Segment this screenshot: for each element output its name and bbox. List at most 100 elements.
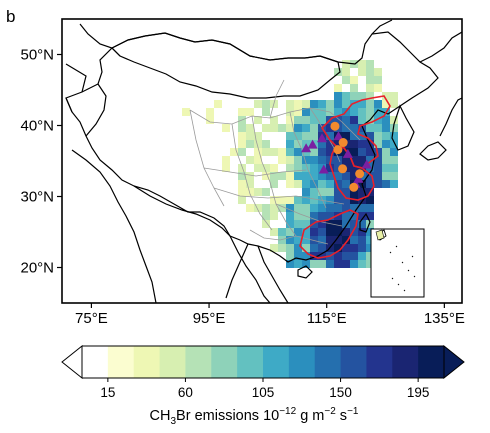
emission-cell <box>246 172 254 180</box>
colorbar-segment <box>107 346 135 378</box>
lat-tick-label: 30°N <box>20 189 54 206</box>
emission-cell <box>294 180 302 188</box>
lon-tick-label: 95°E <box>193 310 226 327</box>
emission-cell <box>246 132 254 140</box>
emission-cell <box>318 140 326 148</box>
site-marker-triangle <box>301 143 312 153</box>
colorbar-segment <box>211 346 238 378</box>
emission-cell <box>326 164 334 172</box>
emission-cell <box>318 260 326 268</box>
emission-cell <box>334 116 342 124</box>
emission-cell <box>286 228 294 236</box>
colorbar-extend-low <box>61 344 83 380</box>
emission-cell <box>302 172 310 180</box>
emission-cell <box>382 148 390 156</box>
emission-cell <box>310 164 318 172</box>
emission-cell <box>334 180 342 188</box>
emission-cell <box>294 148 302 156</box>
emission-cell <box>358 220 366 228</box>
emission-cell <box>230 148 238 156</box>
emission-cell <box>374 180 382 188</box>
emission-cell <box>310 228 318 236</box>
emission-cell <box>342 172 350 180</box>
emission-cell <box>326 228 334 236</box>
emission-cell <box>358 260 366 268</box>
emission-cell <box>294 204 302 212</box>
colorbar-tick-label: 195 <box>407 385 430 400</box>
emission-cell <box>390 148 398 156</box>
emission-cell <box>390 116 398 124</box>
emission-cell <box>294 124 302 132</box>
emission-cell <box>382 164 390 172</box>
emission-cell <box>278 204 286 212</box>
emission-cell <box>294 252 302 260</box>
emission-cell <box>366 100 374 108</box>
lat-tick-label: 20°N <box>20 260 54 277</box>
emission-cell <box>246 180 254 188</box>
latitude-axis: 50°N 40°N 30°N 20°N <box>20 47 62 277</box>
emission-cell <box>342 228 350 236</box>
emission-cell <box>350 76 358 84</box>
emission-cell <box>278 196 286 204</box>
emission-cell <box>302 196 310 204</box>
emission-cell <box>310 100 318 108</box>
colorbar-segment <box>185 346 212 378</box>
colorbar-title: CH3Br emissions 10−12 g m−2 s−1 <box>150 406 359 427</box>
emission-cell <box>286 148 294 156</box>
emission-cell <box>262 204 270 212</box>
emission-cell <box>326 188 334 196</box>
emission-cell <box>350 124 358 132</box>
emission-cell <box>374 84 382 92</box>
colorbar-segment <box>366 346 393 378</box>
emission-cell <box>374 108 382 116</box>
emission-cell <box>278 156 286 164</box>
emission-cell <box>318 212 326 220</box>
emission-cell <box>254 156 262 164</box>
emission-cell <box>390 140 398 148</box>
emission-cell <box>238 164 246 172</box>
site-marker-triangle <box>307 139 318 149</box>
emission-cell <box>366 156 374 164</box>
colorbar-segment <box>133 346 160 378</box>
colorbar-segment <box>288 346 316 378</box>
emission-cell <box>334 84 342 92</box>
emission-cell <box>342 180 350 188</box>
emission-cell <box>350 212 358 220</box>
emission-cell <box>342 196 350 204</box>
emission-cell <box>342 188 350 196</box>
emission-cell <box>334 220 342 228</box>
emission-cell <box>366 172 374 180</box>
emission-cell <box>326 124 334 132</box>
emission-cell <box>310 212 318 220</box>
emission-cell <box>302 116 310 124</box>
lat-tick-label: 50°N <box>20 47 54 64</box>
longitude-axis: 75°E 95°E 115°E 135°E <box>75 303 465 327</box>
emission-cell <box>270 180 278 188</box>
emission-cell <box>342 204 350 212</box>
emission-cell <box>334 92 342 100</box>
emission-cell <box>382 116 390 124</box>
emission-cell <box>254 140 262 148</box>
emission-cell <box>294 132 302 140</box>
emission-cell <box>366 148 374 156</box>
colorbar-title-exp1: −12 <box>279 406 296 417</box>
emission-cell <box>294 220 302 228</box>
emission-cell <box>222 164 230 172</box>
emission-cell <box>326 132 334 140</box>
emission-cell <box>294 244 302 252</box>
emission-cell <box>342 92 350 100</box>
emission-cell <box>262 100 270 108</box>
emission-cell <box>294 140 302 148</box>
emission-cell <box>358 124 366 132</box>
emission-cell <box>294 196 302 204</box>
emission-cell <box>350 204 358 212</box>
colorbar-extend-high <box>443 344 465 380</box>
emission-cell <box>262 220 270 228</box>
emission-cell <box>366 220 374 228</box>
emission-cell <box>350 220 358 228</box>
emission-cell <box>286 100 294 108</box>
emission-cell <box>366 60 374 68</box>
emission-cell <box>302 124 310 132</box>
emission-cell <box>382 132 390 140</box>
emission-cell <box>326 100 334 108</box>
